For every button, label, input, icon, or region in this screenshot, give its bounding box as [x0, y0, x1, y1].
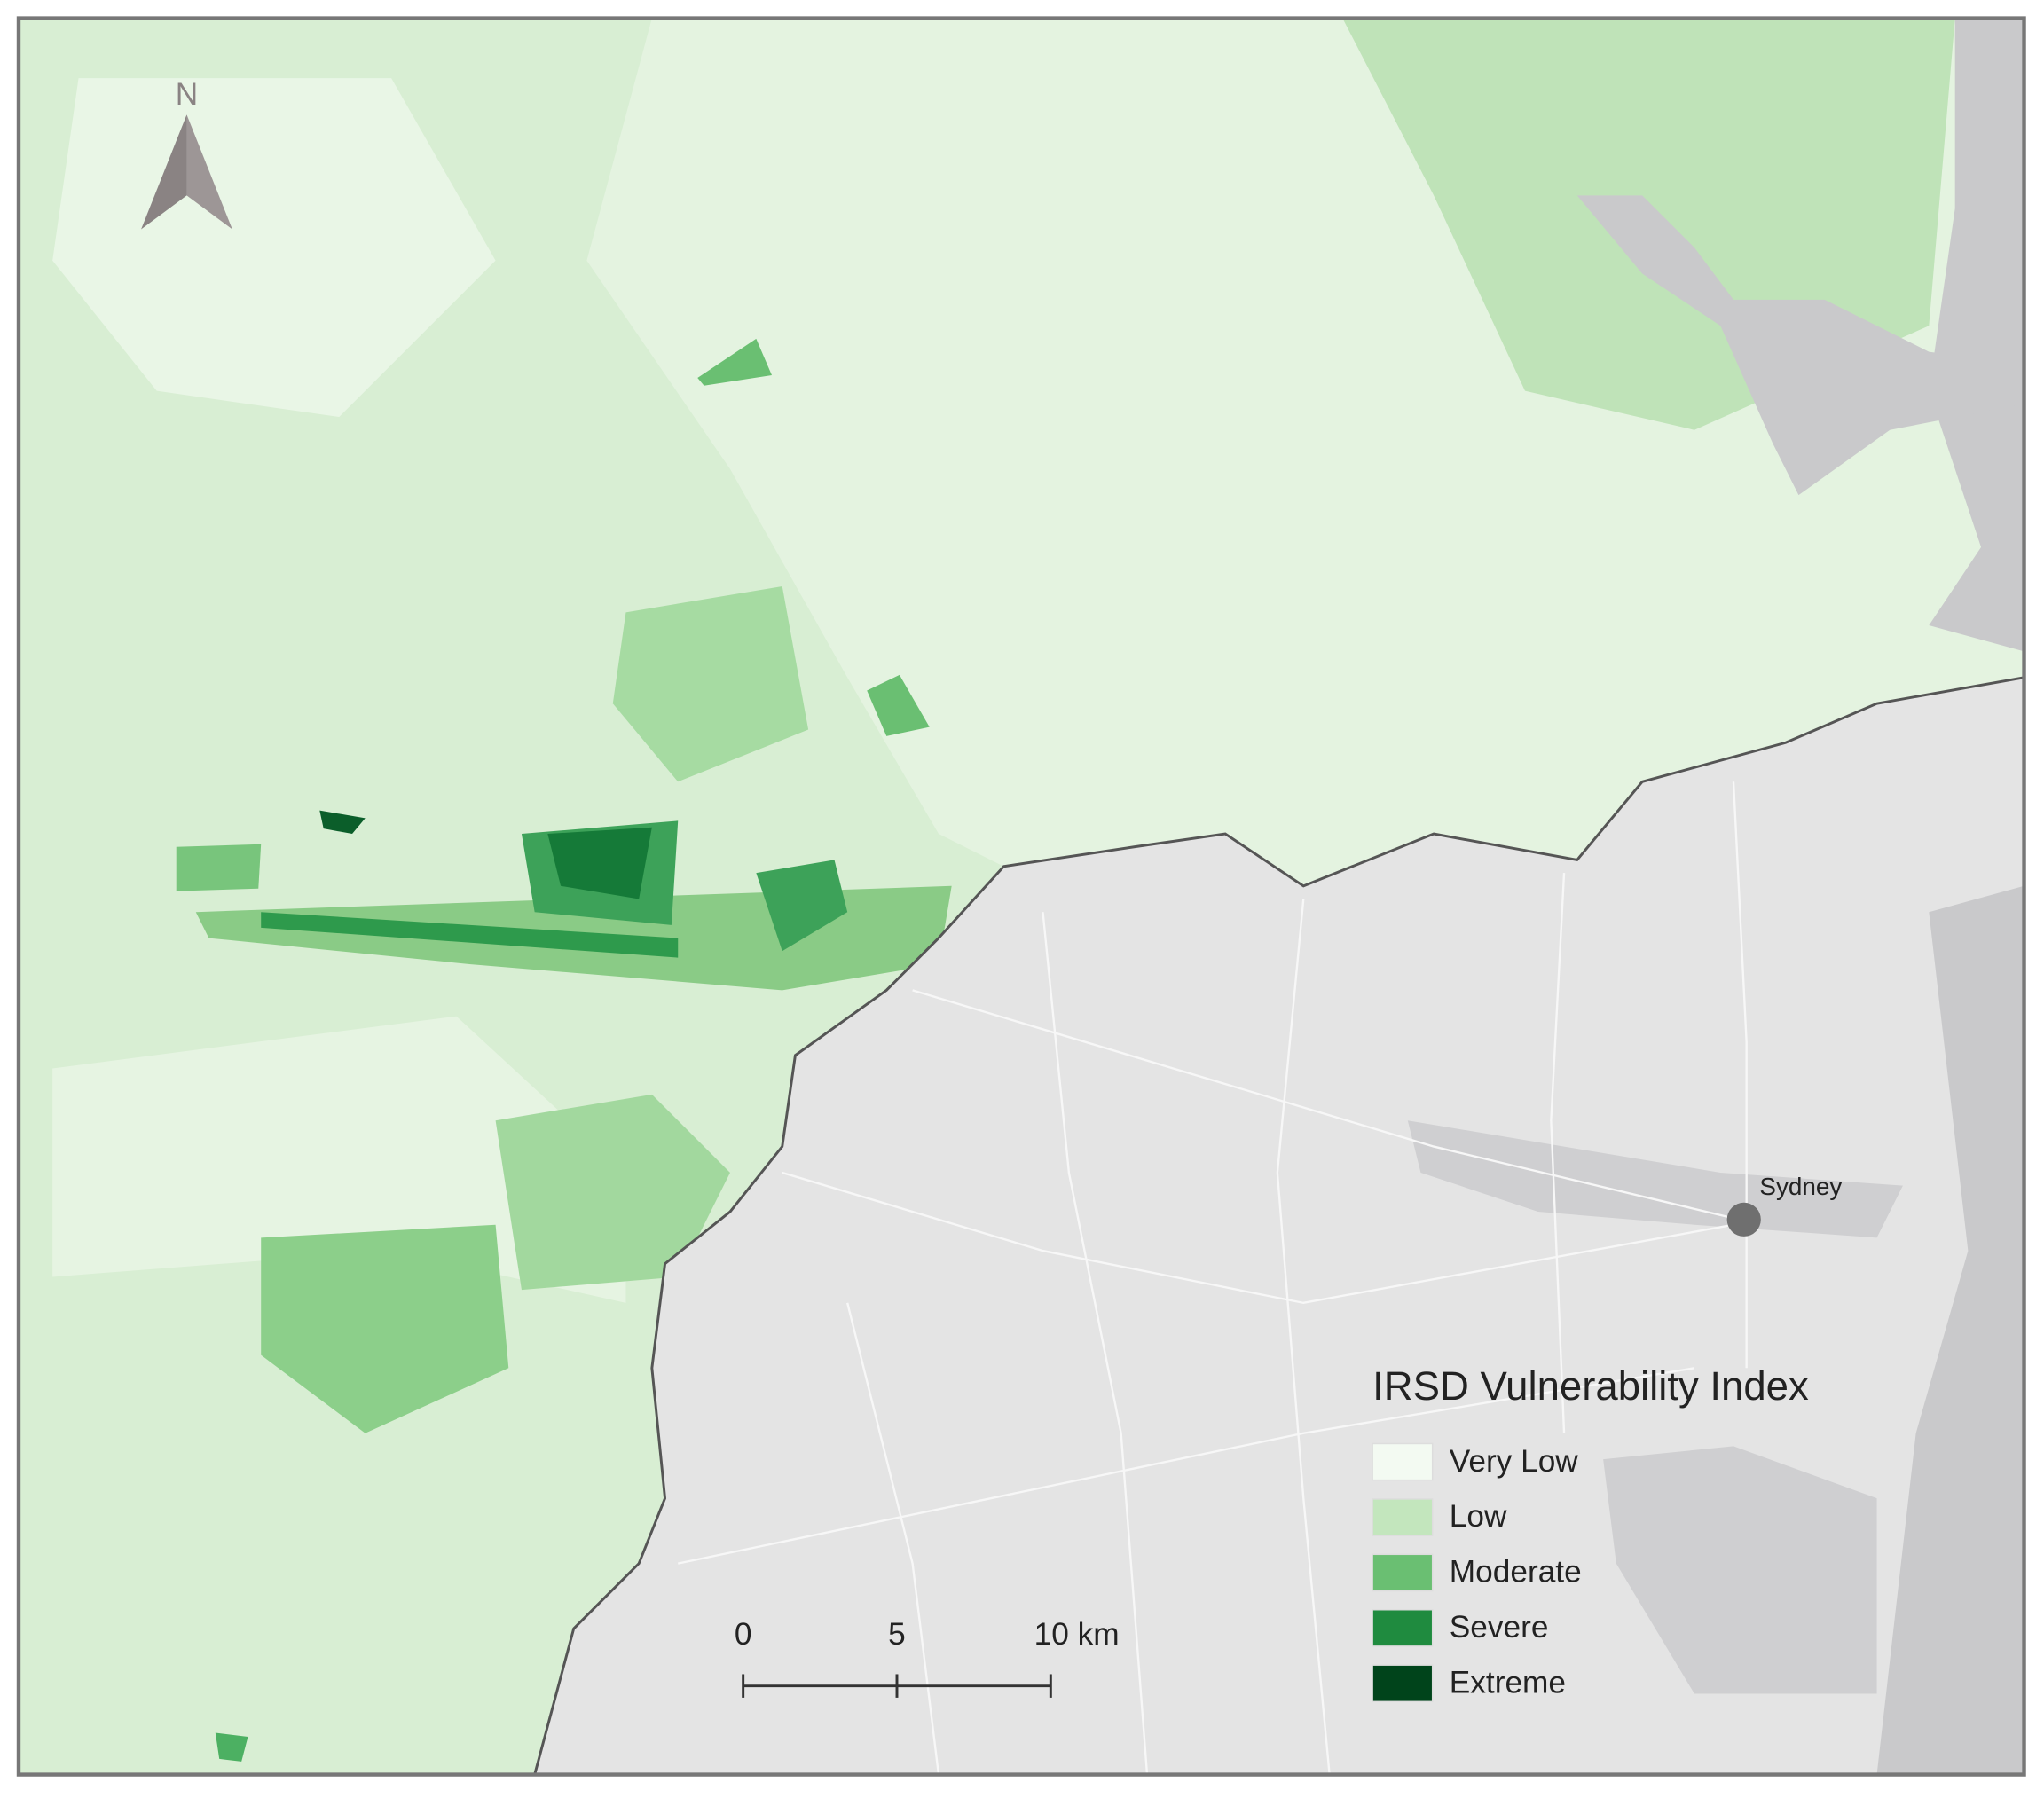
water: [1407, 1120, 1903, 1238]
region-moderate: [261, 1224, 509, 1433]
legend-swatch: [1372, 1498, 1434, 1536]
region-moderate: [867, 674, 930, 736]
region-moderate: [176, 844, 262, 891]
region-severe: [261, 912, 679, 958]
scale-bar: 0 5 10 km: [735, 1617, 1120, 1698]
scale-label: 10 km: [1034, 1617, 1120, 1652]
region-severe: [756, 860, 848, 952]
region-moderate: [612, 585, 809, 782]
legend-label: Very Low: [1450, 1444, 1579, 1479]
map-frame: [16, 16, 2026, 1777]
water: [1929, 18, 2024, 652]
legend-swatch: [1372, 1664, 1434, 1703]
city-label: Sydney: [1759, 1173, 1842, 1200]
water: [1603, 1446, 1877, 1694]
north-arrow: [186, 114, 232, 230]
legend-label: Extreme: [1450, 1666, 1566, 1700]
legend-swatch: [1372, 1442, 1434, 1481]
legend-label: Severe: [1450, 1610, 1549, 1645]
legend: Very Low Low Moderate Severe Extreme: [1372, 1442, 1582, 1703]
roads: [677, 781, 1748, 1775]
region-moderate: [495, 1094, 730, 1291]
region-extreme: [319, 810, 366, 835]
north-label: N: [176, 77, 198, 112]
north-arrow: [141, 114, 187, 230]
scale-label: 5: [888, 1617, 906, 1652]
city-marker: [1726, 1202, 1761, 1237]
water: [1576, 195, 2024, 496]
legend-swatch: [1372, 1553, 1434, 1592]
legend-label: Moderate: [1450, 1555, 1582, 1590]
region-moderate: [215, 1732, 248, 1762]
legend-label: Low: [1450, 1499, 1507, 1534]
region-very-low: [52, 78, 496, 418]
legend-title: IRSD Vulnerability Index: [1372, 1363, 1809, 1409]
region-moderate: [697, 338, 772, 386]
scale-label: 0: [735, 1617, 752, 1652]
water: [1876, 885, 2024, 1775]
region-extreme: [547, 827, 652, 899]
legend-swatch: [1372, 1609, 1434, 1647]
